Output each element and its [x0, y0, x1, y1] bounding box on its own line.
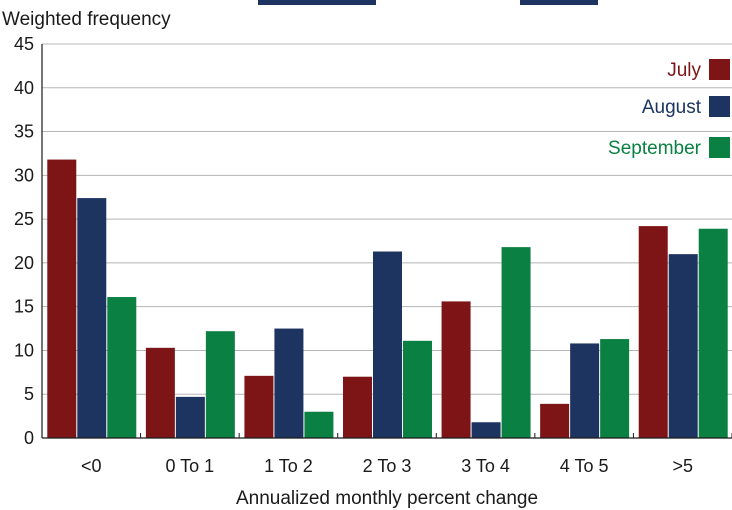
- y-tick-label: 30: [14, 165, 34, 185]
- x-tick-label: 2 To 3: [363, 456, 412, 476]
- bar-july-5: [540, 403, 570, 438]
- y-tick-label: 20: [14, 253, 34, 273]
- x-axis-label: Annualized monthly percent change: [236, 488, 538, 509]
- y-tick-label: 10: [14, 340, 34, 360]
- legend-label-july: July: [667, 60, 701, 81]
- x-tick-label: 0 To 1: [165, 456, 214, 476]
- legend-swatch-july: [709, 59, 730, 80]
- bar-august-4: [471, 422, 501, 438]
- x-tick-label: 1 To 2: [264, 456, 313, 476]
- legend-swatch-august: [709, 96, 730, 117]
- y-tick-label: 0: [24, 428, 34, 448]
- x-tick-label: <0: [81, 456, 102, 476]
- bar-july-1: [145, 347, 175, 438]
- bar-september-2: [304, 411, 334, 438]
- x-tick-labels: <0 0 To 1 1 To 2 2 To 3 3 To 4 4 To 5 >5: [81, 456, 693, 476]
- y-tick-label: 15: [14, 297, 34, 317]
- bar-july-2: [244, 375, 274, 438]
- cropped-title-fragment-2: [520, 0, 598, 5]
- bar-september-4: [501, 247, 531, 438]
- bar-september-5: [600, 339, 630, 438]
- legend-swatch-september: [709, 137, 730, 158]
- axes: [41, 44, 732, 439]
- x-tick-label: >5: [672, 456, 693, 476]
- bar-july-3: [343, 376, 372, 438]
- bar-august-3: [373, 251, 402, 438]
- bar-september-3: [403, 340, 432, 438]
- x-tick-label: 4 To 5: [560, 456, 609, 476]
- y-tick-label: 25: [14, 209, 34, 229]
- y-tick-label: 5: [24, 384, 34, 404]
- bar-september-0: [107, 297, 137, 438]
- bar-august-6: [668, 254, 698, 438]
- bar-july-4: [441, 301, 471, 438]
- bar-september-6: [698, 228, 728, 438]
- legend-label-september: September: [608, 138, 702, 159]
- y-tick-labels: 0 5 10 15 20 25 30 35 40 45: [14, 34, 34, 448]
- bar-august-2: [274, 328, 304, 438]
- x-tick-label: 3 To 4: [461, 456, 510, 476]
- y-tick-label: 35: [14, 122, 34, 142]
- bar-july-0: [47, 159, 77, 438]
- bar-july-6: [638, 226, 668, 438]
- y-axis-label: Weighted frequency: [2, 9, 171, 30]
- bar-august-1: [175, 396, 205, 438]
- bars: [47, 159, 728, 438]
- bar-september-1: [205, 331, 235, 438]
- legend-label-august: August: [642, 97, 702, 118]
- bar-august-0: [77, 198, 107, 438]
- legend: July August September: [608, 59, 730, 159]
- y-tick-label: 40: [14, 78, 34, 98]
- bar-august-5: [570, 343, 600, 438]
- y-tick-label: 45: [14, 34, 34, 54]
- cropped-title-fragment-1: [258, 0, 376, 5]
